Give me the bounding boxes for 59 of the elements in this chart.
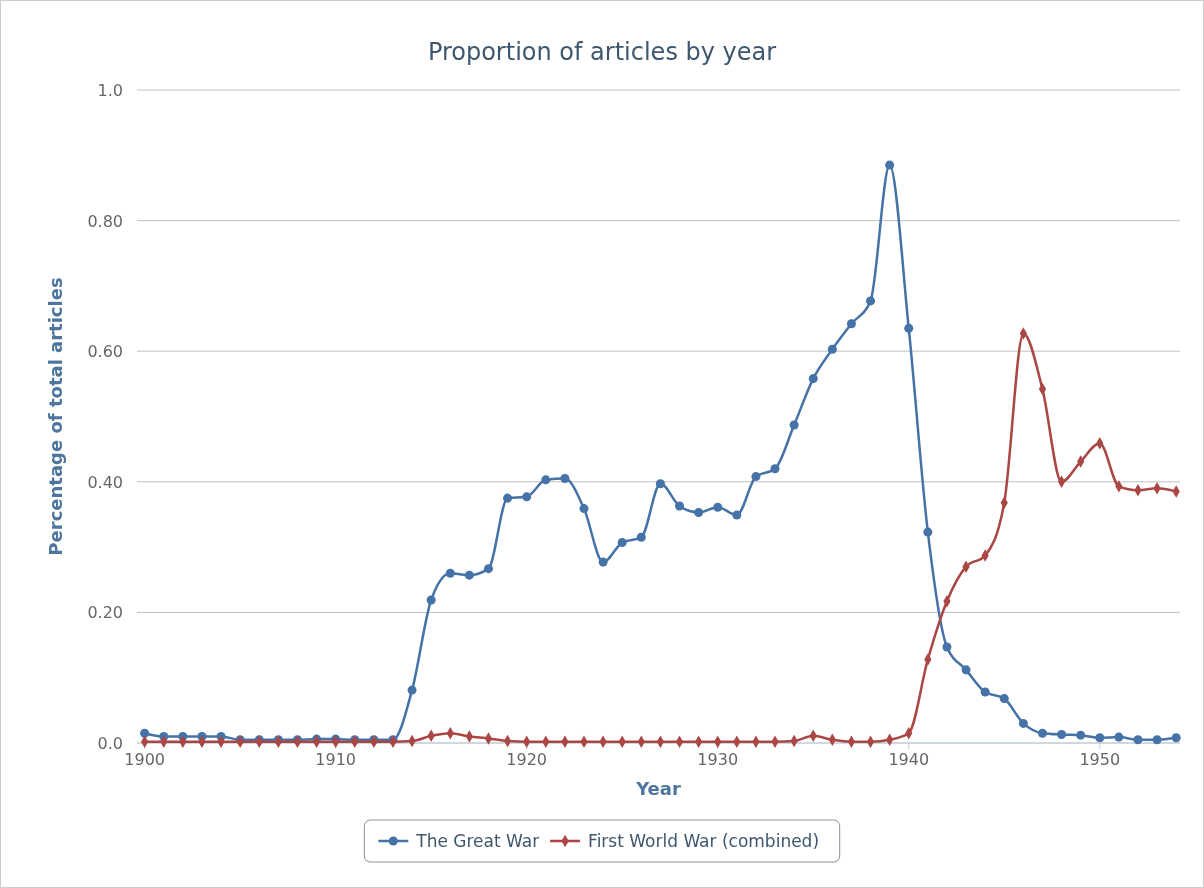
y-tick-label: 0.80 [87,211,123,231]
point [1057,730,1067,740]
point [1095,733,1105,743]
point [598,557,608,567]
point [980,687,990,697]
y-tick-label: 0.20 [87,603,123,623]
point [999,694,1009,704]
point [885,160,895,170]
point [636,532,646,542]
point [713,502,723,512]
y-axis-title: Percentage of total articles [45,277,66,556]
point [617,538,627,548]
x-tick-label: 1900 [124,750,165,769]
point [846,319,856,329]
point [827,344,837,354]
point [1037,728,1047,738]
point [770,464,780,474]
point [503,493,513,503]
y-tick-label: 0.0 [97,734,123,753]
point [426,595,436,605]
y-tick-label: 0.40 [87,472,123,492]
point [751,472,761,482]
point [942,642,952,652]
point [445,568,455,578]
chart-title: Proportion of articles by year [427,38,777,66]
point [694,507,704,517]
legend-label: First World War (combined) [588,831,820,851]
point [789,420,799,430]
point [675,501,685,511]
point [1018,718,1028,728]
x-tick-label: 1930 [697,750,739,769]
point [464,570,474,580]
point [579,504,589,514]
point [961,665,971,675]
x-axis-title: Year [635,778,681,799]
point [655,479,665,489]
point [808,374,818,384]
point [541,475,551,485]
legend-label: The Great War [415,831,540,851]
point [522,492,532,502]
x-tick-label: 1950 [1079,750,1121,769]
point [1152,735,1162,745]
x-tick-label: 1910 [315,750,357,769]
point [904,323,914,333]
point [1114,732,1124,742]
point [483,564,493,574]
x-tick-label: 1920 [506,750,548,769]
y-tick-label: 0.60 [87,342,123,362]
point [560,474,570,484]
point [732,510,742,520]
point [140,728,150,738]
point [923,527,933,537]
x-tick-label: 1940 [888,750,930,769]
point [407,685,417,695]
point [1133,735,1143,745]
point [1076,730,1086,740]
point [866,296,876,306]
y-tick-label: 1.0 [97,81,123,100]
point [1171,733,1181,743]
